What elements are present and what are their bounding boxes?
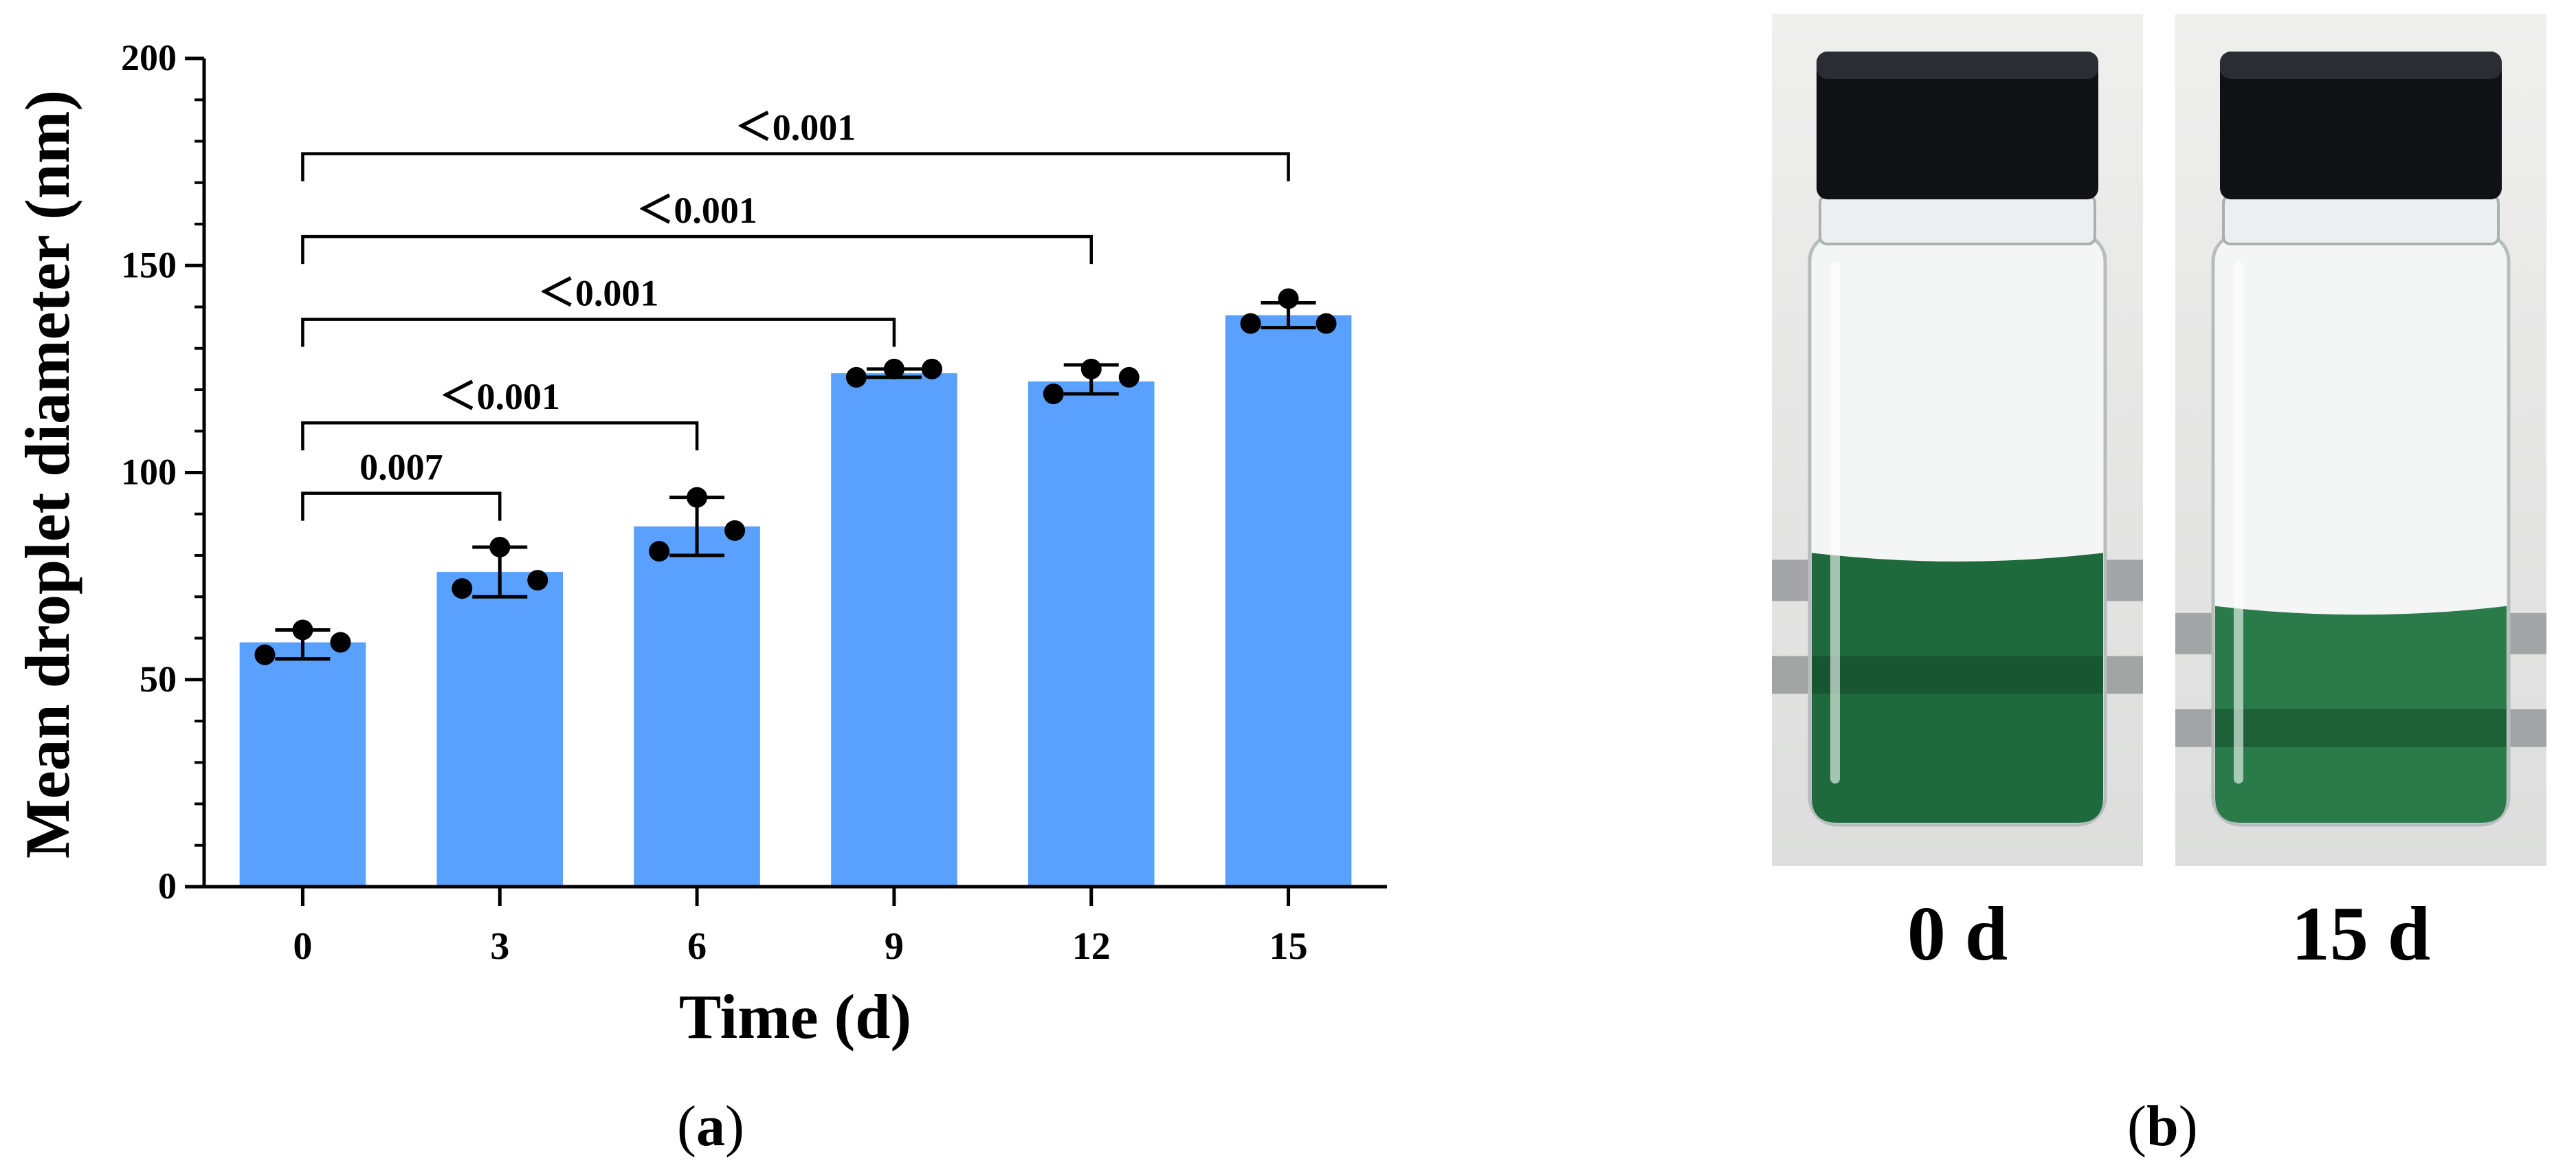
black-cap xyxy=(2220,52,2502,199)
significance-bracket xyxy=(301,152,1290,181)
x-tick-label: 9 xyxy=(885,925,904,968)
significance-bracket xyxy=(301,421,699,451)
data-points xyxy=(254,288,1337,665)
vial-photo-15d xyxy=(2175,14,2546,866)
data-point xyxy=(1240,313,1261,334)
significance-brackets: 0.007 ＜0.001 ＜0.001 ＜0.001 ＜0.001 xyxy=(301,107,1290,521)
significance-bracket xyxy=(301,318,896,347)
data-point xyxy=(649,540,670,562)
significance-label: ＜0.001 xyxy=(440,376,561,417)
data-point xyxy=(845,366,867,388)
significance-label: 0.007 xyxy=(359,447,443,488)
green-liquid xyxy=(1812,553,2103,823)
x-axis-label: Time (d) xyxy=(679,982,911,1052)
bar xyxy=(239,642,366,887)
panel-label-a: (a) xyxy=(677,1094,744,1158)
bar xyxy=(1225,315,1352,887)
y-tick-label: 200 xyxy=(121,37,177,78)
vial-neck xyxy=(2222,195,2500,245)
data-point xyxy=(1315,313,1337,334)
glass-highlight xyxy=(2234,261,2243,784)
bar xyxy=(436,572,564,887)
data-point xyxy=(921,358,942,379)
liquid-band xyxy=(2215,709,2507,747)
data-point xyxy=(1080,358,1102,379)
vial-photo-0d xyxy=(1772,14,2143,866)
bar xyxy=(831,373,957,887)
vial-neck xyxy=(1819,195,2096,245)
photo-panel: 0 d 15 d xyxy=(1759,14,2576,1174)
y-tick-label: 0 xyxy=(158,865,177,907)
vial-caption-15d: 15 d xyxy=(2291,891,2431,977)
black-cap xyxy=(1817,52,2098,199)
bar xyxy=(634,526,760,887)
y-axis-label: Mean droplet diameter (nm) xyxy=(12,90,82,859)
y-tick-label: 100 xyxy=(121,452,177,493)
data-point xyxy=(527,570,548,591)
x-tick-label: 0 xyxy=(293,925,312,968)
data-point xyxy=(292,619,313,641)
vial-caption-0d: 0 d xyxy=(1907,891,2008,977)
data-point xyxy=(1043,384,1064,405)
bars xyxy=(239,315,1352,887)
data-point xyxy=(1118,366,1140,388)
data-point xyxy=(687,487,708,508)
bar xyxy=(1028,381,1155,887)
x-tick-label: 3 xyxy=(490,925,509,968)
y-tick-label: 50 xyxy=(140,658,177,700)
data-point xyxy=(724,520,746,541)
cap-top xyxy=(2220,52,2502,79)
green-liquid xyxy=(2215,606,2507,823)
data-point xyxy=(254,644,276,665)
significance-label: ＜0.001 xyxy=(735,107,856,148)
significance-label: ＜0.001 xyxy=(636,190,757,231)
cap-top xyxy=(1817,52,2098,79)
glass-highlight xyxy=(1830,261,1840,784)
significance-label: ＜0.001 xyxy=(538,273,659,314)
panel-label-b: (b) xyxy=(2127,1094,2198,1158)
data-point xyxy=(489,536,511,557)
significance-bracket xyxy=(301,234,1093,265)
data-point xyxy=(1278,288,1299,309)
y-tick-label: 150 xyxy=(121,244,177,285)
x-tick-label: 15 xyxy=(1269,925,1308,968)
data-point xyxy=(883,358,904,379)
bar-chart: 0.007＜0.001＜0.001＜0.001＜0.001 0501001502… xyxy=(12,37,1387,1052)
x-tick-label: 12 xyxy=(1072,925,1111,968)
data-point xyxy=(452,578,473,599)
x-tick-label: 6 xyxy=(687,925,707,968)
data-point xyxy=(330,632,351,653)
liquid-band xyxy=(1812,656,2103,694)
significance-bracket xyxy=(301,491,502,521)
